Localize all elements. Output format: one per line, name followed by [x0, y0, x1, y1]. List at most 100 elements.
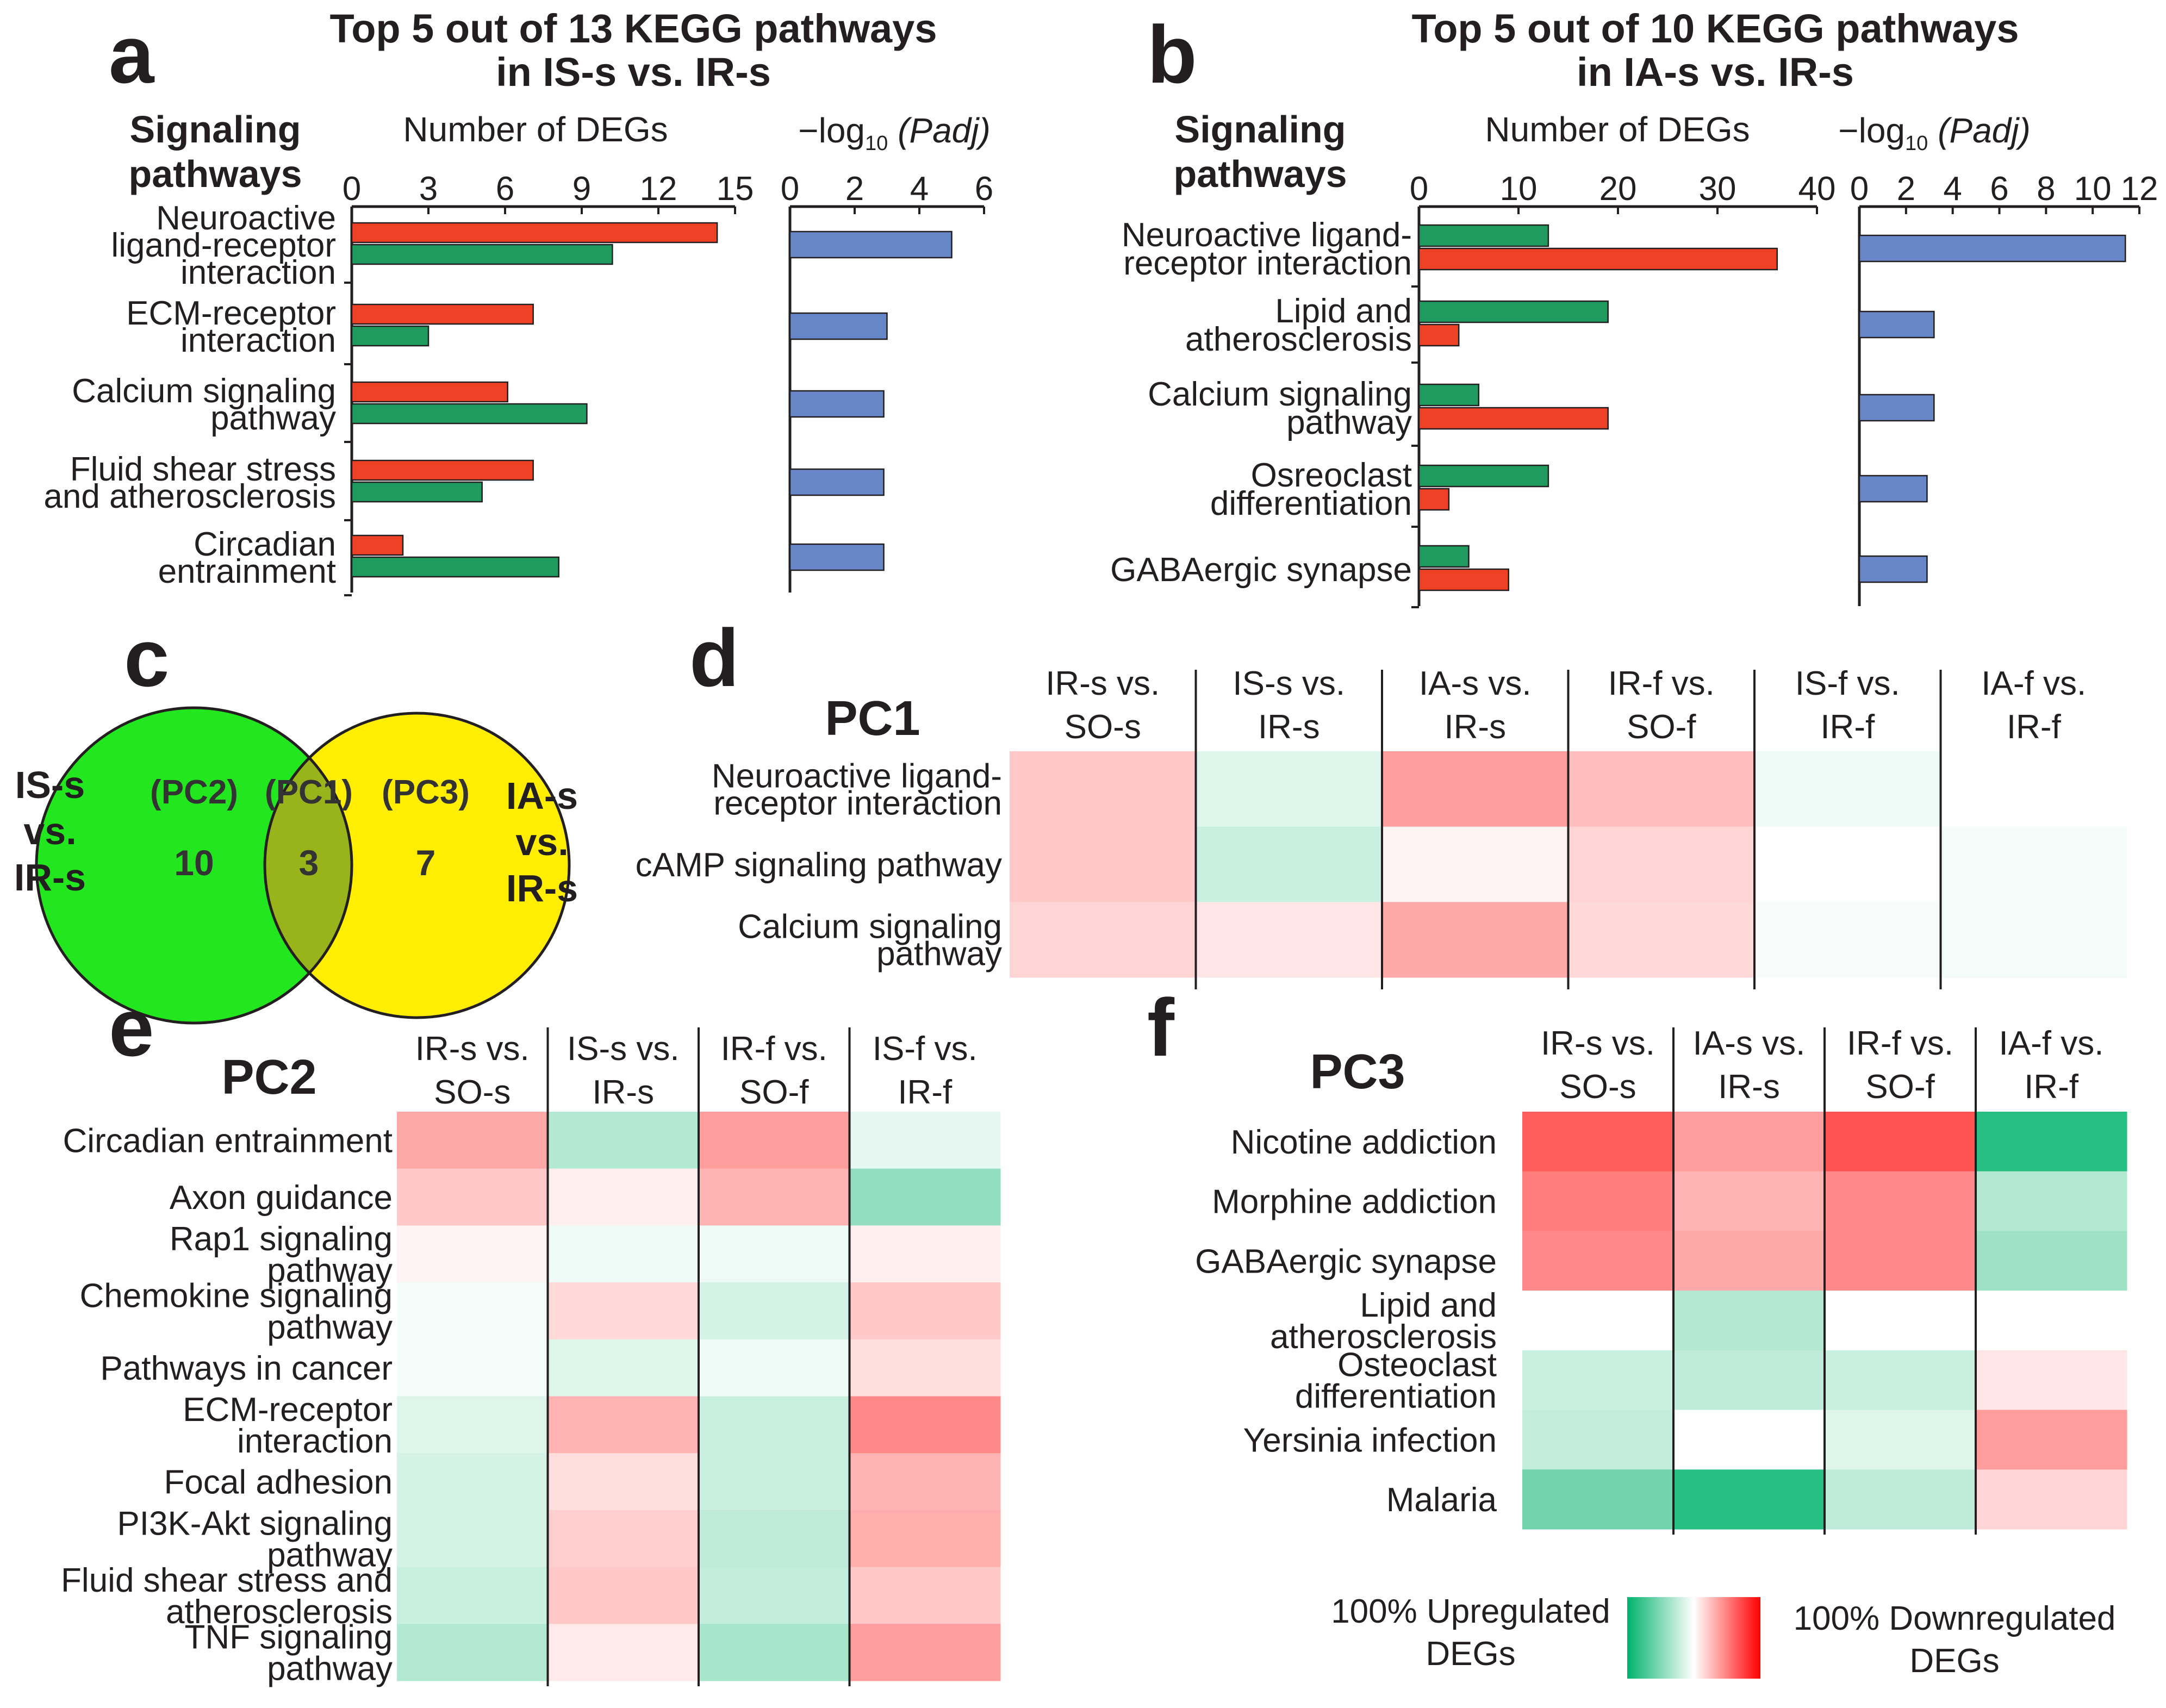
- deg-tick-label: 15: [717, 170, 754, 208]
- heatmap-cell: [1976, 1231, 2127, 1291]
- padj-bar: [1858, 475, 1928, 503]
- heatmap-cell: [1976, 1112, 2127, 1172]
- heatmap-cell: [1754, 751, 1941, 827]
- heatmap-cell: [397, 1282, 548, 1340]
- heatmap-cell: [547, 1112, 699, 1169]
- heatmap-cell: [1568, 826, 1755, 902]
- deg-bar-red: [1418, 323, 1460, 347]
- column-header: IR-s: [1444, 708, 1506, 746]
- chart-title: Top 5 out of 13 KEGG pathways: [330, 6, 937, 51]
- deg-bar-red: [1418, 407, 1609, 430]
- row-label: Chemokine signaling: [79, 1277, 393, 1314]
- venn-right-comparison: vs.: [515, 821, 568, 863]
- x-axis-label-degs: Number of DEGs: [403, 110, 668, 149]
- row-label: Nicotine addiction: [1231, 1124, 1497, 1161]
- heatmap-cell: [849, 1453, 1001, 1511]
- padj-tick-label: 4: [910, 170, 929, 208]
- category-label: pathway: [1286, 404, 1412, 441]
- row-label: Malaria: [1386, 1481, 1497, 1519]
- row-header: pathways: [129, 153, 302, 195]
- heatmap-cell: [849, 1510, 1001, 1568]
- category-label: atherosclerosis: [1185, 321, 1412, 358]
- row-label: pathway: [267, 1308, 393, 1346]
- heatmap-cell: [1825, 1231, 1976, 1291]
- column-header: IR-s vs.: [1045, 665, 1160, 702]
- venn-set-count: 10: [174, 843, 214, 883]
- row-label: interaction: [237, 1423, 393, 1460]
- deg-tick-label: 12: [640, 170, 677, 208]
- padj-tick-label: 0: [781, 170, 799, 208]
- heatmap-cell: [1568, 751, 1755, 827]
- category-label: Neuroactive: [156, 200, 336, 237]
- padj-bar: [1858, 394, 1935, 422]
- heatmap-cell: [397, 1510, 548, 1568]
- deg-tick-label: 3: [419, 170, 438, 208]
- deg-bar-green: [351, 244, 613, 265]
- padj-tick-label: 10: [2074, 170, 2112, 208]
- heatmap-title: PC1: [825, 691, 920, 746]
- heatmap-cell: [849, 1225, 1001, 1283]
- row-label: Focal adhesion: [164, 1464, 393, 1501]
- venn-right-comparison: IA-s: [506, 775, 578, 817]
- deg-bar-green: [351, 481, 483, 503]
- category-label: interaction: [180, 322, 336, 359]
- heatmap-cell: [699, 1282, 850, 1340]
- legend-colorbar: [1627, 1597, 1760, 1679]
- panel-letter: e: [109, 982, 154, 1073]
- row-label: PI3K-Akt signaling: [117, 1505, 393, 1542]
- deg-bar-green: [351, 325, 430, 347]
- venn-set-label: (PC2): [150, 774, 238, 811]
- column-header: IR-f vs.: [1608, 665, 1715, 702]
- deg-tick-label: 0: [1410, 170, 1428, 208]
- heatmap-cell: [547, 1282, 699, 1340]
- row-label: cAMP signaling pathway: [636, 846, 1002, 884]
- panel-d: d PC1 IR-s vs. SO-s IS-s vs. IR-s IA-s vs. IR-s…: [636, 612, 2127, 989]
- deg-bar-red: [351, 459, 534, 481]
- heatmap-cell: [397, 1624, 548, 1681]
- venn-set-count: 3: [299, 843, 319, 883]
- deg-bar-green: [1418, 300, 1609, 323]
- panel-letter: f: [1147, 982, 1175, 1073]
- heatmap-cell: [547, 1225, 699, 1283]
- row-label: Lipid and: [1360, 1287, 1497, 1324]
- legend-down-label: 100% Downregulated: [1794, 1600, 2116, 1637]
- heatmap-title: PC3: [1310, 1045, 1405, 1099]
- padj-bar: [789, 230, 953, 259]
- heatmap-cell: [699, 1453, 850, 1511]
- row-label: pathway: [267, 1252, 393, 1289]
- heatmap-cell: [1976, 1410, 2127, 1470]
- padj-label-main: −log: [798, 111, 865, 150]
- chart-title: in IA-s vs. IR-s: [1577, 49, 1854, 95]
- deg-bar-red: [351, 222, 718, 244]
- heatmap-cell: [547, 1396, 699, 1454]
- heatmap-cell: [547, 1168, 699, 1226]
- heatmap-cell: [1825, 1350, 1976, 1411]
- venn-left-comparison: IS-s: [15, 764, 85, 806]
- column-header: SO-f: [1865, 1068, 1935, 1106]
- category-label: interaction: [180, 254, 336, 291]
- heatmap-cell: [849, 1624, 1001, 1681]
- heatmap-cell: [547, 1624, 699, 1681]
- row-label: atherosclerosis: [166, 1593, 393, 1631]
- row-label: TNF signaling: [185, 1619, 393, 1656]
- x-axis-label-padj: −log10 (Padj): [1838, 111, 2031, 155]
- row-label: Pathways in cancer: [100, 1350, 393, 1387]
- deg-bar-green: [1418, 464, 1549, 488]
- heatmap-cell: [1382, 902, 1569, 978]
- venn-right-comparison: IR-s: [506, 867, 578, 909]
- deg-bar-green: [1418, 383, 1480, 407]
- padj-bar: [789, 390, 885, 418]
- category-label: Circadian: [194, 526, 336, 563]
- legend-up-label: DEGs: [1426, 1635, 1515, 1673]
- padj-bar: [1858, 555, 1928, 583]
- column-header: SO-s: [1065, 708, 1141, 746]
- heatmap-cell: [1382, 826, 1569, 902]
- heatmap-cell: [1196, 751, 1383, 827]
- column-header: IR-f: [1820, 708, 1875, 746]
- column-header: IS-f vs.: [873, 1030, 978, 1068]
- category-label: Lipid and: [1275, 292, 1412, 330]
- column-header: IR-s: [592, 1074, 654, 1111]
- venn-circle-right: [265, 713, 569, 1018]
- heatmap-cell: [1754, 902, 1941, 978]
- category-label: differentiation: [1210, 485, 1412, 522]
